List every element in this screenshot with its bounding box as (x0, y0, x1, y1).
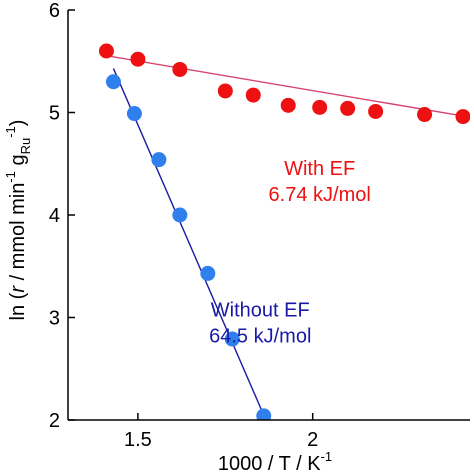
point-with-ef (130, 51, 146, 67)
point-with-ef (417, 107, 433, 123)
point-with-ef (455, 109, 470, 125)
point-without-ef (126, 106, 142, 122)
x-axis-label: 1000 / T / K-1 (218, 449, 332, 474)
point-with-ef (98, 43, 114, 59)
annotation-line: 6.74 kJ/mol (269, 184, 371, 206)
y-axis-label-suffix: ) (7, 120, 29, 127)
fit-line-with-ef (102, 54, 467, 118)
annotation-without-ef: Without EF 64.5 kJ/mol (209, 299, 311, 347)
annotation-line: 64.5 kJ/mol (209, 325, 311, 347)
y-tick-label: 3 (49, 308, 60, 330)
x-axis-label-main: 1000 / T / K (218, 453, 321, 474)
point-without-ef (172, 207, 188, 223)
point-with-ef (312, 99, 328, 115)
y-axis-label-sup2: -1 (3, 126, 18, 138)
point-with-ef (172, 61, 188, 77)
y-axis-label: ln (r / mmol min-1 gRu-1) (3, 120, 33, 321)
data-points (98, 43, 470, 420)
annotation-with-ef: With EF 6.74 kJ/mol (269, 158, 371, 206)
point-with-ef (245, 87, 261, 103)
axes (67, 10, 470, 421)
y-tick-label: 6 (49, 0, 60, 22)
x-axis-label-sup: -1 (321, 449, 333, 464)
y-axis-label-italic: r (7, 285, 29, 293)
annotation-line: Without EF (211, 299, 310, 321)
point-with-ef (368, 103, 384, 119)
y-axis-label-space: g (7, 154, 29, 171)
y-tick-label: 2 (49, 410, 60, 432)
x-tick-label: 2 (307, 429, 318, 451)
point-with-ef (340, 100, 356, 116)
annotation-line: With EF (284, 158, 355, 180)
fit-line-without-ef (112, 68, 267, 420)
y-tick-label: 4 (49, 205, 60, 227)
point-without-ef (151, 152, 167, 168)
point-without-ef (256, 408, 272, 420)
ticks: 2 3 4 5 6 1.5 2 (49, 0, 318, 451)
point-without-ef (200, 265, 216, 281)
fit-lines (102, 54, 467, 420)
annotations: With EF 6.74 kJ/mol Without EF 64.5 kJ/mol (209, 158, 371, 347)
y-tick-label: 5 (49, 103, 60, 125)
y-axis-label-prefix: ln ( (7, 292, 29, 320)
y-axis-label-mid: / mmol min (7, 183, 29, 286)
point-without-ef (105, 74, 121, 90)
y-axis-label-sub: Ru (18, 138, 33, 155)
point-without-ef (224, 331, 240, 347)
x-tick-label: 1.5 (124, 429, 152, 451)
point-with-ef (280, 97, 296, 113)
y-axis-label-sup1: -1 (3, 171, 18, 183)
point-with-ef (217, 83, 233, 99)
